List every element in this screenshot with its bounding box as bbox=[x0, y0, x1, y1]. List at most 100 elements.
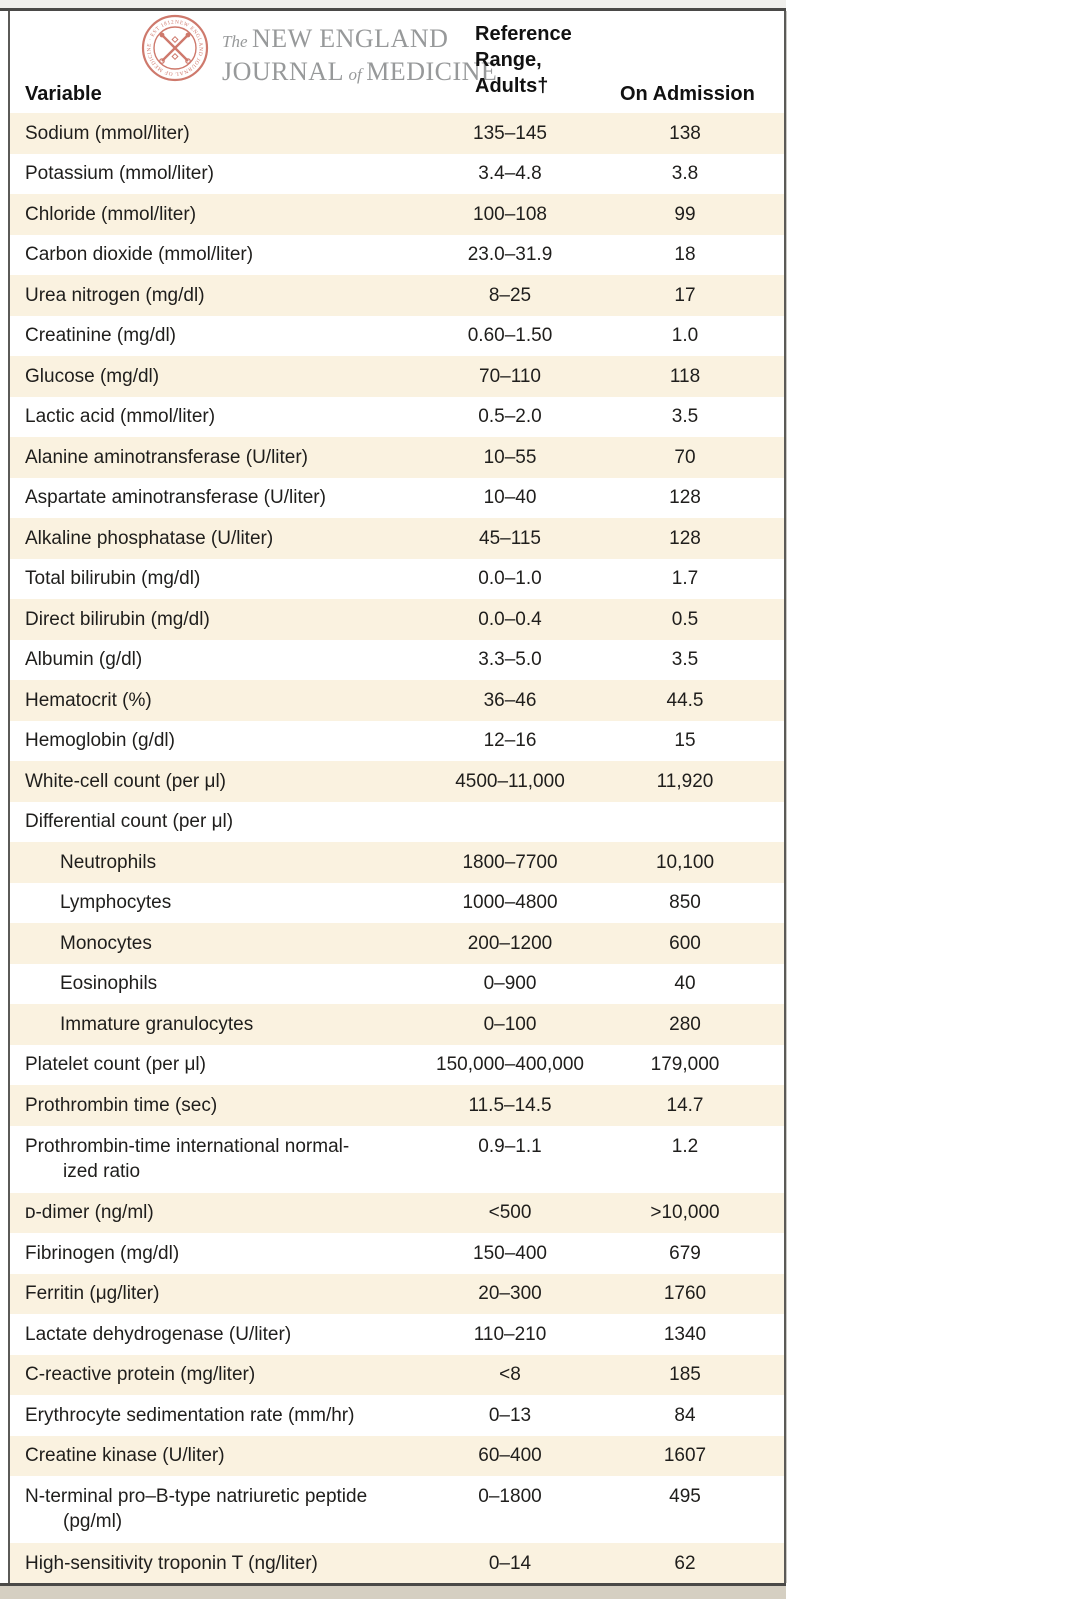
on-admission-value: 679 bbox=[669, 1242, 701, 1264]
table-row: Eosinophils 0–900 40 bbox=[10, 963, 784, 1004]
variable-label: Aspartate aminotransferase (U/liter) bbox=[25, 487, 326, 509]
on-admission-value: 179,000 bbox=[650, 1054, 720, 1076]
reference-range-value: 0.60–1.50 bbox=[467, 325, 553, 347]
on-admission-value: 44.5 bbox=[666, 689, 704, 711]
table-rows: Sodium (mmol/liter) 135–145 138 Potassiu… bbox=[10, 113, 784, 1584]
reference-header-line1: Reference bbox=[475, 23, 572, 45]
table-row: Lactic acid (mmol/liter) 0.5–2.0 3.5 bbox=[10, 396, 784, 437]
variable-label: Albumin (g/dl) bbox=[25, 649, 143, 671]
on-admission-value: 40 bbox=[674, 973, 696, 995]
top-crop-strip bbox=[0, 0, 786, 8]
reference-range-value: 150–400 bbox=[473, 1242, 547, 1264]
reference-range-value: 4500–11,000 bbox=[455, 770, 565, 792]
journal-masthead: The NEW ENGLAND JOURNAL of MEDICINE bbox=[222, 24, 497, 90]
masthead-medicine: MEDICINE bbox=[366, 57, 498, 86]
table-row: Total bilirubin (mg/dl) 0.0–1.0 1.7 bbox=[10, 558, 784, 599]
variable-label: High-sensitivity troponin T (ng/liter) bbox=[25, 1552, 318, 1574]
variable-label: Lactate dehydrogenase (U/liter) bbox=[25, 1323, 292, 1345]
on-admission-value: 70 bbox=[674, 446, 696, 468]
table-right-border bbox=[784, 11, 786, 1583]
on-admission-value: 15 bbox=[674, 730, 696, 752]
variable-cell: High-sensitivity troponin T (ng/liter) bbox=[10, 1551, 415, 1576]
variable-cell: Potassium (mmol/liter) bbox=[10, 161, 415, 186]
variable-label: Alanine aminotransferase (U/liter) bbox=[25, 446, 309, 468]
reference-range-value: 150,000–400,000 bbox=[436, 1054, 584, 1076]
reference-range-value: 3.3–5.0 bbox=[478, 649, 542, 671]
on-admission-value: 1.7 bbox=[671, 568, 699, 590]
reference-range-value: 100–108 bbox=[473, 203, 547, 225]
table-row: C-reactive protein (mg/liter) <8 185 bbox=[10, 1354, 784, 1395]
table-row: Lymphocytes 1000–4800 850 bbox=[10, 882, 784, 923]
reference-range-value: 70–110 bbox=[479, 365, 541, 387]
variable-cell: N-terminal pro–B-type natriuretic peptid… bbox=[10, 1484, 415, 1534]
table-row: Sodium (mmol/liter) 135–145 138 bbox=[10, 113, 784, 154]
table-row: Erythrocyte sedimentation rate (mm/hr) 0… bbox=[10, 1395, 784, 1436]
variable-cell: Creatine kinase (U/liter) bbox=[10, 1443, 415, 1468]
table-right-border-shadow bbox=[786, 11, 787, 1583]
variable-label: Prothrombin time (sec) bbox=[25, 1094, 218, 1116]
table-row: Alanine aminotransferase (U/liter) 10–55… bbox=[10, 437, 784, 478]
variable-cell: C-reactive protein (mg/liter) bbox=[10, 1362, 415, 1387]
reference-range-value: 12–16 bbox=[483, 730, 537, 752]
variable-label: Hemoglobin (g/dl) bbox=[25, 730, 175, 752]
reference-range-value: 1000–4800 bbox=[462, 892, 558, 914]
masthead-of: of bbox=[348, 65, 362, 84]
table-left-border bbox=[8, 11, 10, 1583]
table-row: Platelet count (per μl) 150,000–400,000 … bbox=[10, 1044, 784, 1085]
table-row: Chloride (mmol/liter) 100–108 99 bbox=[10, 194, 784, 235]
variable-label: Immature granulocytes bbox=[60, 1013, 254, 1035]
variable-cell: Chloride (mmol/liter) bbox=[10, 202, 415, 227]
reference-range-value: 0–100 bbox=[483, 1013, 537, 1035]
variable-label: Total bilirubin (mg/dl) bbox=[25, 568, 201, 590]
on-admission-value: 3.8 bbox=[671, 163, 699, 185]
variable-label: Hematocrit (%) bbox=[25, 689, 152, 711]
on-admission-value: 99 bbox=[674, 203, 696, 225]
reference-range-value: 20–300 bbox=[478, 1283, 542, 1305]
reference-range-value: <500 bbox=[488, 1202, 532, 1224]
table-row: Fibrinogen (mg/dl) 150–400 679 bbox=[10, 1233, 784, 1274]
table-row: Differential count (per μl) bbox=[10, 801, 784, 842]
variable-label: Platelet count (per μl) bbox=[25, 1054, 206, 1076]
on-admission-value: 1.2 bbox=[671, 1135, 699, 1157]
table-row: Creatine kinase (U/liter) 60–400 1607 bbox=[10, 1435, 784, 1476]
table-row: N-terminal pro–B-type natriuretic peptid… bbox=[10, 1476, 784, 1543]
variable-cell: Prothrombin time (sec) bbox=[10, 1093, 415, 1118]
variable-cell: Neutrophils bbox=[10, 850, 415, 875]
variable-cell: Glucose (mg/dl) bbox=[10, 364, 415, 389]
variable-cell: Platelet count (per μl) bbox=[10, 1052, 415, 1077]
variable-cell: Lymphocytes bbox=[10, 890, 415, 915]
reference-range-value: 0.0–0.4 bbox=[478, 608, 542, 630]
variable-label: Chloride (mmol/liter) bbox=[25, 203, 197, 225]
variable-label: Sodium (mmol/liter) bbox=[25, 122, 190, 144]
on-admission-value: 62 bbox=[674, 1552, 696, 1574]
on-admission-value: 128 bbox=[669, 527, 701, 549]
variable-cell: Carbon dioxide (mmol/liter) bbox=[10, 242, 415, 267]
variable-label: Glucose (mg/dl) bbox=[25, 365, 160, 387]
table-row: High-sensitivity troponin T (ng/liter) 0… bbox=[10, 1543, 784, 1584]
on-admission-value: 138 bbox=[669, 122, 701, 144]
reference-range-value: 200–1200 bbox=[467, 932, 553, 954]
reference-range-value: 1800–7700 bbox=[462, 851, 558, 873]
on-admission-value: 3.5 bbox=[671, 649, 699, 671]
variable-cell: Eosinophils bbox=[10, 971, 415, 996]
variable-cell: Alanine aminotransferase (U/liter) bbox=[10, 445, 415, 470]
variable-label: Lymphocytes bbox=[60, 892, 172, 914]
table-row: Ferritin (μg/liter) 20–300 1760 bbox=[10, 1273, 784, 1314]
table-top-rule bbox=[0, 8, 786, 11]
variable-cell: Monocytes bbox=[10, 931, 415, 956]
variable-cell: Hematocrit (%) bbox=[10, 688, 415, 713]
reference-range-value: 8–25 bbox=[488, 284, 532, 306]
table-row: Albumin (g/dl) 3.3–5.0 3.5 bbox=[10, 639, 784, 680]
reference-header-line3: Adults† bbox=[475, 75, 549, 97]
variable-cell: Urea nitrogen (mg/dl) bbox=[10, 283, 415, 308]
nejm-seal-icon: NEW ENGLAND JOURNAL OF MEDICINE · EST 18… bbox=[140, 13, 209, 82]
on-admission-value: 1760 bbox=[663, 1283, 707, 1305]
on-admission-value: >10,000 bbox=[650, 1202, 720, 1224]
variable-cell: Alkaline phosphatase (U/liter) bbox=[10, 526, 415, 551]
variable-label: Creatine kinase (U/liter) bbox=[25, 1445, 225, 1467]
variable-label-line2: (pg/ml) bbox=[63, 1511, 123, 1532]
reference-range-value: 0.9–1.1 bbox=[478, 1135, 542, 1157]
variable-cell: Prothrombin-time international normal- i… bbox=[10, 1134, 415, 1184]
column-header-variable: Variable bbox=[25, 83, 102, 105]
